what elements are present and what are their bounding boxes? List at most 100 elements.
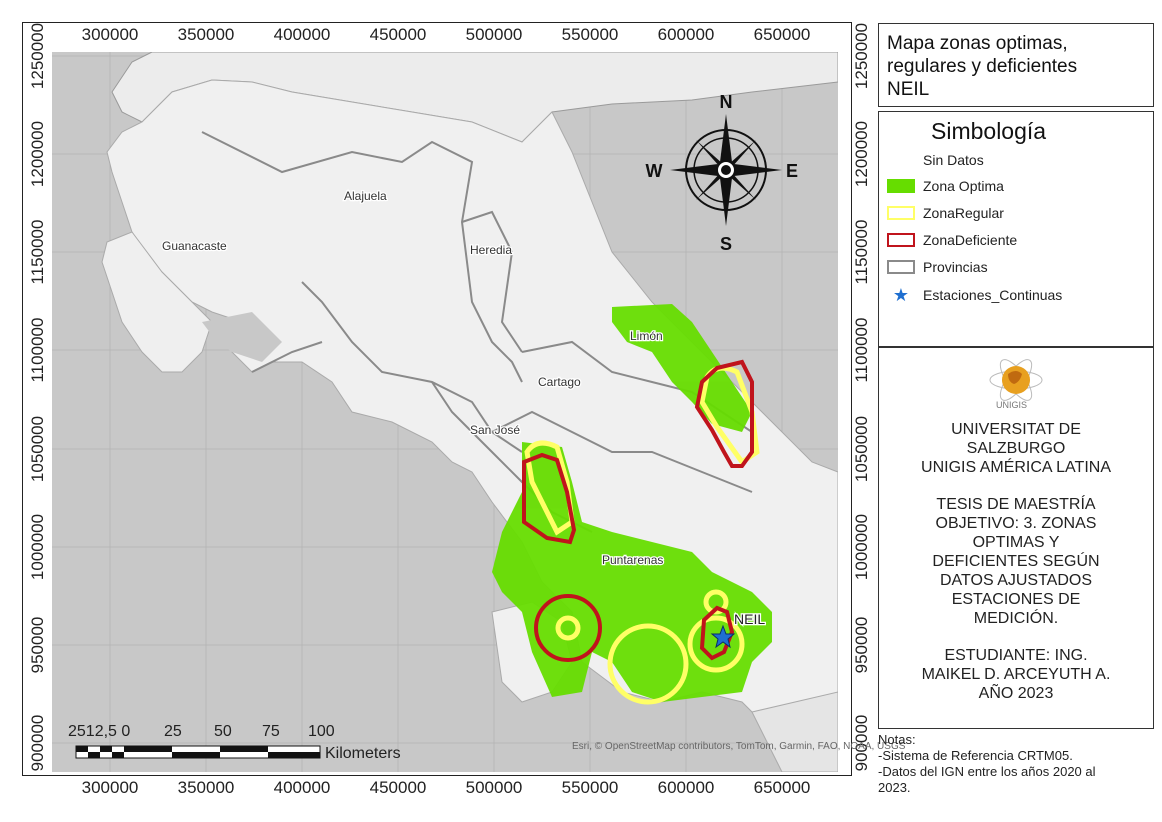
- info-line: DEFICIENTES SEGÚN: [932, 553, 1100, 570]
- x-tick: 350000: [177, 778, 235, 797]
- province-label-cartago: Cartago: [538, 375, 581, 389]
- legend: Simbología Sin Datos Zona Optima ZonaReg…: [878, 111, 1154, 347]
- y-tick: 1200000: [28, 120, 47, 188]
- title-box: Mapa zonas optimas, regulares y deficien…: [878, 23, 1154, 107]
- y-tick: 1250000: [28, 22, 47, 90]
- x-tick: 500000: [465, 25, 523, 44]
- y-tick: 1150000: [28, 219, 47, 285]
- globe-icon: [989, 359, 1043, 401]
- note-line: 2023.: [878, 780, 911, 795]
- map-attribution: Esri, © OpenStreetMap contributors, TomT…: [572, 741, 906, 752]
- y-tick: 900000: [28, 714, 47, 772]
- info-line: UNIGIS AMÉRICA LATINA: [921, 459, 1111, 476]
- scale-label: 2512,5 0: [68, 723, 131, 740]
- station-label: NEIL: [734, 611, 765, 627]
- university-block: UNIVERSITAT DE SALZBURGO UNIGIS AMÉRICA …: [879, 420, 1153, 477]
- y-tick: 1050000: [28, 415, 47, 483]
- x-tick: 600000: [657, 778, 715, 797]
- sin-datos-swatch: [887, 153, 915, 167]
- province-label-san-jose: San José: [470, 423, 520, 437]
- nicoya-peninsula: [101, 231, 213, 373]
- legend-item-zona-optima: Zona Optima: [887, 176, 1004, 196]
- x-tick: 500000: [465, 778, 523, 797]
- scale-label: 50: [214, 723, 232, 740]
- map-title: Mapa zonas optimas, regulares y deficien…: [887, 32, 1149, 101]
- map-canvas[interactable]: Alajuela Guanacaste Heredia Limón Cartag…: [52, 52, 838, 772]
- info-line: MEDICIÓN.: [973, 610, 1059, 627]
- legend-label: ZonaRegular: [923, 205, 1004, 221]
- provincias-swatch: [887, 260, 915, 274]
- legend-item-zona-deficiente: ZonaDeficiente: [887, 230, 1017, 250]
- legend-item-provincias: Provincias: [887, 257, 988, 277]
- legend-item-estaciones: ★ Estaciones_Continuas: [887, 285, 1062, 305]
- legend-item-zona-regular: ZonaRegular: [887, 203, 1004, 223]
- title-line: Mapa zonas optimas,: [887, 33, 1068, 54]
- x-tick: 400000: [273, 25, 331, 44]
- y-tick: 1250000: [852, 22, 871, 90]
- x-tick: 600000: [657, 25, 715, 44]
- note-line: -Sistema de Referencia CRTM05.: [878, 748, 1073, 763]
- x-tick: 450000: [369, 25, 427, 44]
- legend-label: ZonaDeficiente: [923, 232, 1018, 248]
- y-tick: 1150000: [852, 219, 871, 285]
- student-block: ESTUDIANTE: ING. MAIKEL D. ARCEYUTH A. A…: [879, 646, 1153, 703]
- info-line: AÑO 2023: [978, 685, 1054, 702]
- x-tick: 550000: [561, 778, 619, 797]
- info-line: ESTACIONES DE: [951, 591, 1081, 608]
- panama-landmass: [751, 691, 838, 772]
- title-line: NEIL: [887, 79, 930, 100]
- note-line: Notas:: [878, 732, 916, 747]
- legend-label: Sin Datos: [923, 152, 984, 168]
- province-label-limon: Limón: [630, 329, 663, 343]
- y-tick: 1000000: [28, 513, 47, 581]
- x-tick: 650000: [753, 25, 811, 44]
- info-box: UNIGIS UNIVERSITAT DE SALZBURGO UNIGIS A…: [878, 347, 1154, 729]
- scale-label: 75: [262, 723, 280, 740]
- info-line: UNIVERSITAT DE: [951, 421, 1081, 438]
- province-label-alajuela: Alajuela: [344, 189, 387, 203]
- info-line: ESTUDIANTE: ING.: [944, 647, 1088, 664]
- thesis-block: TESIS DE MAESTRÍA OBJETIVO: 3. ZONAS OPT…: [879, 495, 1153, 628]
- y-tick: 1000000: [852, 513, 871, 581]
- x-tick: 300000: [81, 25, 139, 44]
- legend-label: Zona Optima: [923, 178, 1004, 194]
- info-line: TESIS DE MAESTRÍA: [936, 496, 1096, 513]
- legend-item-sin-datos: Sin Datos: [887, 150, 984, 170]
- station-marker[interactable]: [710, 624, 736, 649]
- y-tick: 1050000: [852, 415, 871, 483]
- info-line: MAIKEL D. ARCEYUTH A.: [921, 666, 1111, 683]
- y-tick: 1100000: [28, 317, 47, 383]
- legend-title: Simbología: [931, 118, 1047, 144]
- compass-s: S: [720, 234, 732, 254]
- province-label-guanacaste: Guanacaste: [162, 239, 227, 253]
- unigis-logo: UNIGIS: [986, 354, 1046, 412]
- y-tick: 1100000: [852, 317, 871, 383]
- y-tick: 1200000: [852, 120, 871, 188]
- scale-label: 100: [308, 723, 335, 740]
- legend-label: Estaciones_Continuas: [923, 287, 1063, 303]
- info-line: DATOS AJUSTADOS: [939, 572, 1093, 589]
- y-tick: 950000: [28, 616, 47, 674]
- province-label-heredia: Heredia: [470, 243, 512, 257]
- scale-label: 25: [164, 723, 182, 740]
- gulf-nicoya: [202, 312, 282, 362]
- zona-optima-swatch: [887, 179, 915, 193]
- compass-e: E: [786, 161, 798, 181]
- title-line: regulares y deficientes: [887, 56, 1078, 77]
- x-tick: 650000: [753, 778, 811, 797]
- scale-unit-label: Kilometers: [325, 745, 401, 762]
- x-tick: 300000: [81, 778, 139, 797]
- compass-w: W: [646, 161, 663, 181]
- province-label-puntarenas: Puntarenas: [602, 553, 663, 567]
- x-tick: 350000: [177, 25, 235, 44]
- note-line: -Datos del IGN entre los años 2020 al: [878, 764, 1096, 779]
- notes: Notas: -Sistema de Referencia CRTM05. -D…: [878, 732, 1158, 796]
- north-arrow: N S E W: [646, 92, 799, 254]
- x-tick: 550000: [561, 25, 619, 44]
- info-line: SALZBURGO: [966, 440, 1066, 457]
- zona-deficiente-swatch: [887, 233, 915, 247]
- scale-bar: [75, 745, 321, 759]
- compass-n: N: [720, 92, 733, 112]
- info-line: OPTIMAS Y: [972, 534, 1060, 551]
- x-tick: 450000: [369, 778, 427, 797]
